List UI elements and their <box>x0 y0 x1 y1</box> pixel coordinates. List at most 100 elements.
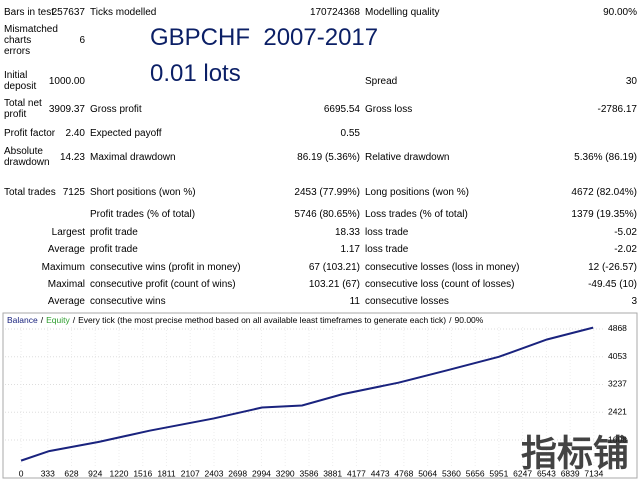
report-value: -2786.17 <box>597 103 637 115</box>
report-value: 1.17 <box>340 243 360 255</box>
x-tick-label: 1811 <box>157 468 176 478</box>
x-tick-label: 4768 <box>394 468 413 478</box>
report-label: Absolute drawdown <box>4 146 50 168</box>
report-value: 1379 (19.35%) <box>571 208 637 220</box>
report-label: Long positions (won %) <box>365 186 469 198</box>
report-value: 1000.00 <box>48 75 85 87</box>
x-tick-label: 2698 <box>228 468 247 478</box>
legend-balance: Balance <box>7 315 38 325</box>
chart-frame <box>2 312 638 479</box>
report-label: consecutive profit (count of wins) <box>90 278 236 290</box>
report-value: 7125 <box>62 186 85 198</box>
report-label: consecutive losses <box>365 295 449 307</box>
x-tick-label: 3290 <box>276 468 295 478</box>
report-value: -49.45 (10) <box>588 278 637 290</box>
report-value: 3909.37 <box>48 103 85 115</box>
report-value: Largest <box>51 226 85 238</box>
report-value: 86.19 (5.36%) <box>297 151 360 163</box>
report-value: 2453 (77.99%) <box>294 186 360 198</box>
report-value: 5.36% (86.19) <box>574 151 637 163</box>
quality: 90.00% <box>455 315 484 325</box>
report-label: Gross loss <box>365 103 413 115</box>
x-tick-label: 6543 <box>537 468 556 478</box>
x-tick-label: 5951 <box>489 468 508 478</box>
report-label: Total net profit <box>4 98 42 120</box>
report-value: 30 <box>625 75 637 87</box>
report-label: Profit factor <box>4 127 56 139</box>
report-value: Average <box>47 295 85 307</box>
lots: 0.01 lots <box>150 60 241 87</box>
report-label: consecutive loss (count of losses) <box>365 278 515 290</box>
report-value: 170724368 <box>309 6 360 18</box>
report-value: 14.23 <box>59 151 85 163</box>
x-tick-label: 5064 <box>418 468 437 478</box>
report-label: Bars in test <box>4 6 55 18</box>
report-value: 4672 (82.04%) <box>571 186 637 198</box>
report-value: Maximal <box>47 278 85 290</box>
x-tick-label: 7134 <box>584 468 603 478</box>
y-tick-label: 2421 <box>608 407 627 417</box>
report-label: Profit trades (% of total) <box>90 208 196 220</box>
report-value: 18.33 <box>334 226 360 238</box>
report-value: 12 (-26.57) <box>588 261 637 273</box>
x-tick-label: 1516 <box>133 468 152 478</box>
legend-equity: Equity <box>46 315 70 325</box>
separator: / <box>41 315 44 325</box>
report-value: 0.55 <box>340 127 360 139</box>
report-label: Ticks modelled <box>90 6 157 18</box>
balance-line <box>20 326 594 462</box>
watermark: 指标铺 <box>521 433 629 474</box>
report-label: Spread <box>365 75 398 87</box>
separator: / <box>449 315 452 325</box>
report-value: 2.40 <box>65 127 85 139</box>
chart-header: Balance / Equity / Every tick (the most prec… <box>7 315 484 325</box>
report-label: Relative drawdown <box>365 151 450 163</box>
x-tick-label: 333 <box>41 468 55 478</box>
report-label: consecutive wins (profit in money) <box>90 261 241 273</box>
x-tick-label: 4177 <box>347 468 366 478</box>
x-tick-label: 924 <box>88 468 102 478</box>
report-value: 257637 <box>51 6 85 18</box>
report-label: Mismatched charts errors <box>4 23 58 57</box>
report-value: 90.00% <box>603 6 637 18</box>
y-tick-label: 1606 <box>608 434 627 444</box>
x-tick-label: 628 <box>64 468 78 478</box>
report-label: Modelling quality <box>365 6 440 18</box>
report-label: Total trades <box>4 186 56 198</box>
x-tick-label: 3586 <box>300 468 319 478</box>
x-tick-label: 5656 <box>466 468 485 478</box>
report-value: -2.02 <box>614 243 637 255</box>
report-value: 6 <box>79 34 85 46</box>
description: Every tick (the most precise method base… <box>78 315 446 325</box>
report-label: Maximal drawdown <box>90 151 176 163</box>
y-tick-label: 4868 <box>608 323 627 333</box>
report-label: loss trade <box>365 243 409 255</box>
x-tick-label: 4473 <box>371 468 390 478</box>
report-value: Maximum <box>41 261 85 273</box>
y-tick-label: 4053 <box>608 351 627 361</box>
report-value: 6695.54 <box>323 103 360 115</box>
report-label: Short positions (won %) <box>90 186 196 198</box>
report-value: 3 <box>631 295 637 307</box>
symbol-period: GBPCHF 2007-2017 <box>150 24 379 51</box>
report-label: consecutive losses (loss in money) <box>365 261 520 273</box>
report-label: Initial deposit <box>4 70 37 92</box>
x-tick-label: 5360 <box>442 468 461 478</box>
x-tick-label: 1220 <box>110 468 129 478</box>
report-label: profit trade <box>90 226 138 238</box>
report-label: Gross profit <box>90 103 142 115</box>
report-value: 103.21 (67) <box>308 278 360 290</box>
report-value: 5746 (80.65%) <box>294 208 360 220</box>
x-tick-label: 2107 <box>181 468 200 478</box>
x-tick-label: 6247 <box>513 468 532 478</box>
report-label: consecutive wins <box>90 295 166 307</box>
report-value: -5.02 <box>614 226 637 238</box>
report-value: 11 <box>349 295 360 307</box>
x-tick-label: 3881 <box>323 468 342 478</box>
report-label: loss trade <box>365 226 409 238</box>
report-value: Average <box>47 243 85 255</box>
x-tick-label: 0 <box>19 468 24 478</box>
x-tick-label: 6839 <box>561 468 580 478</box>
